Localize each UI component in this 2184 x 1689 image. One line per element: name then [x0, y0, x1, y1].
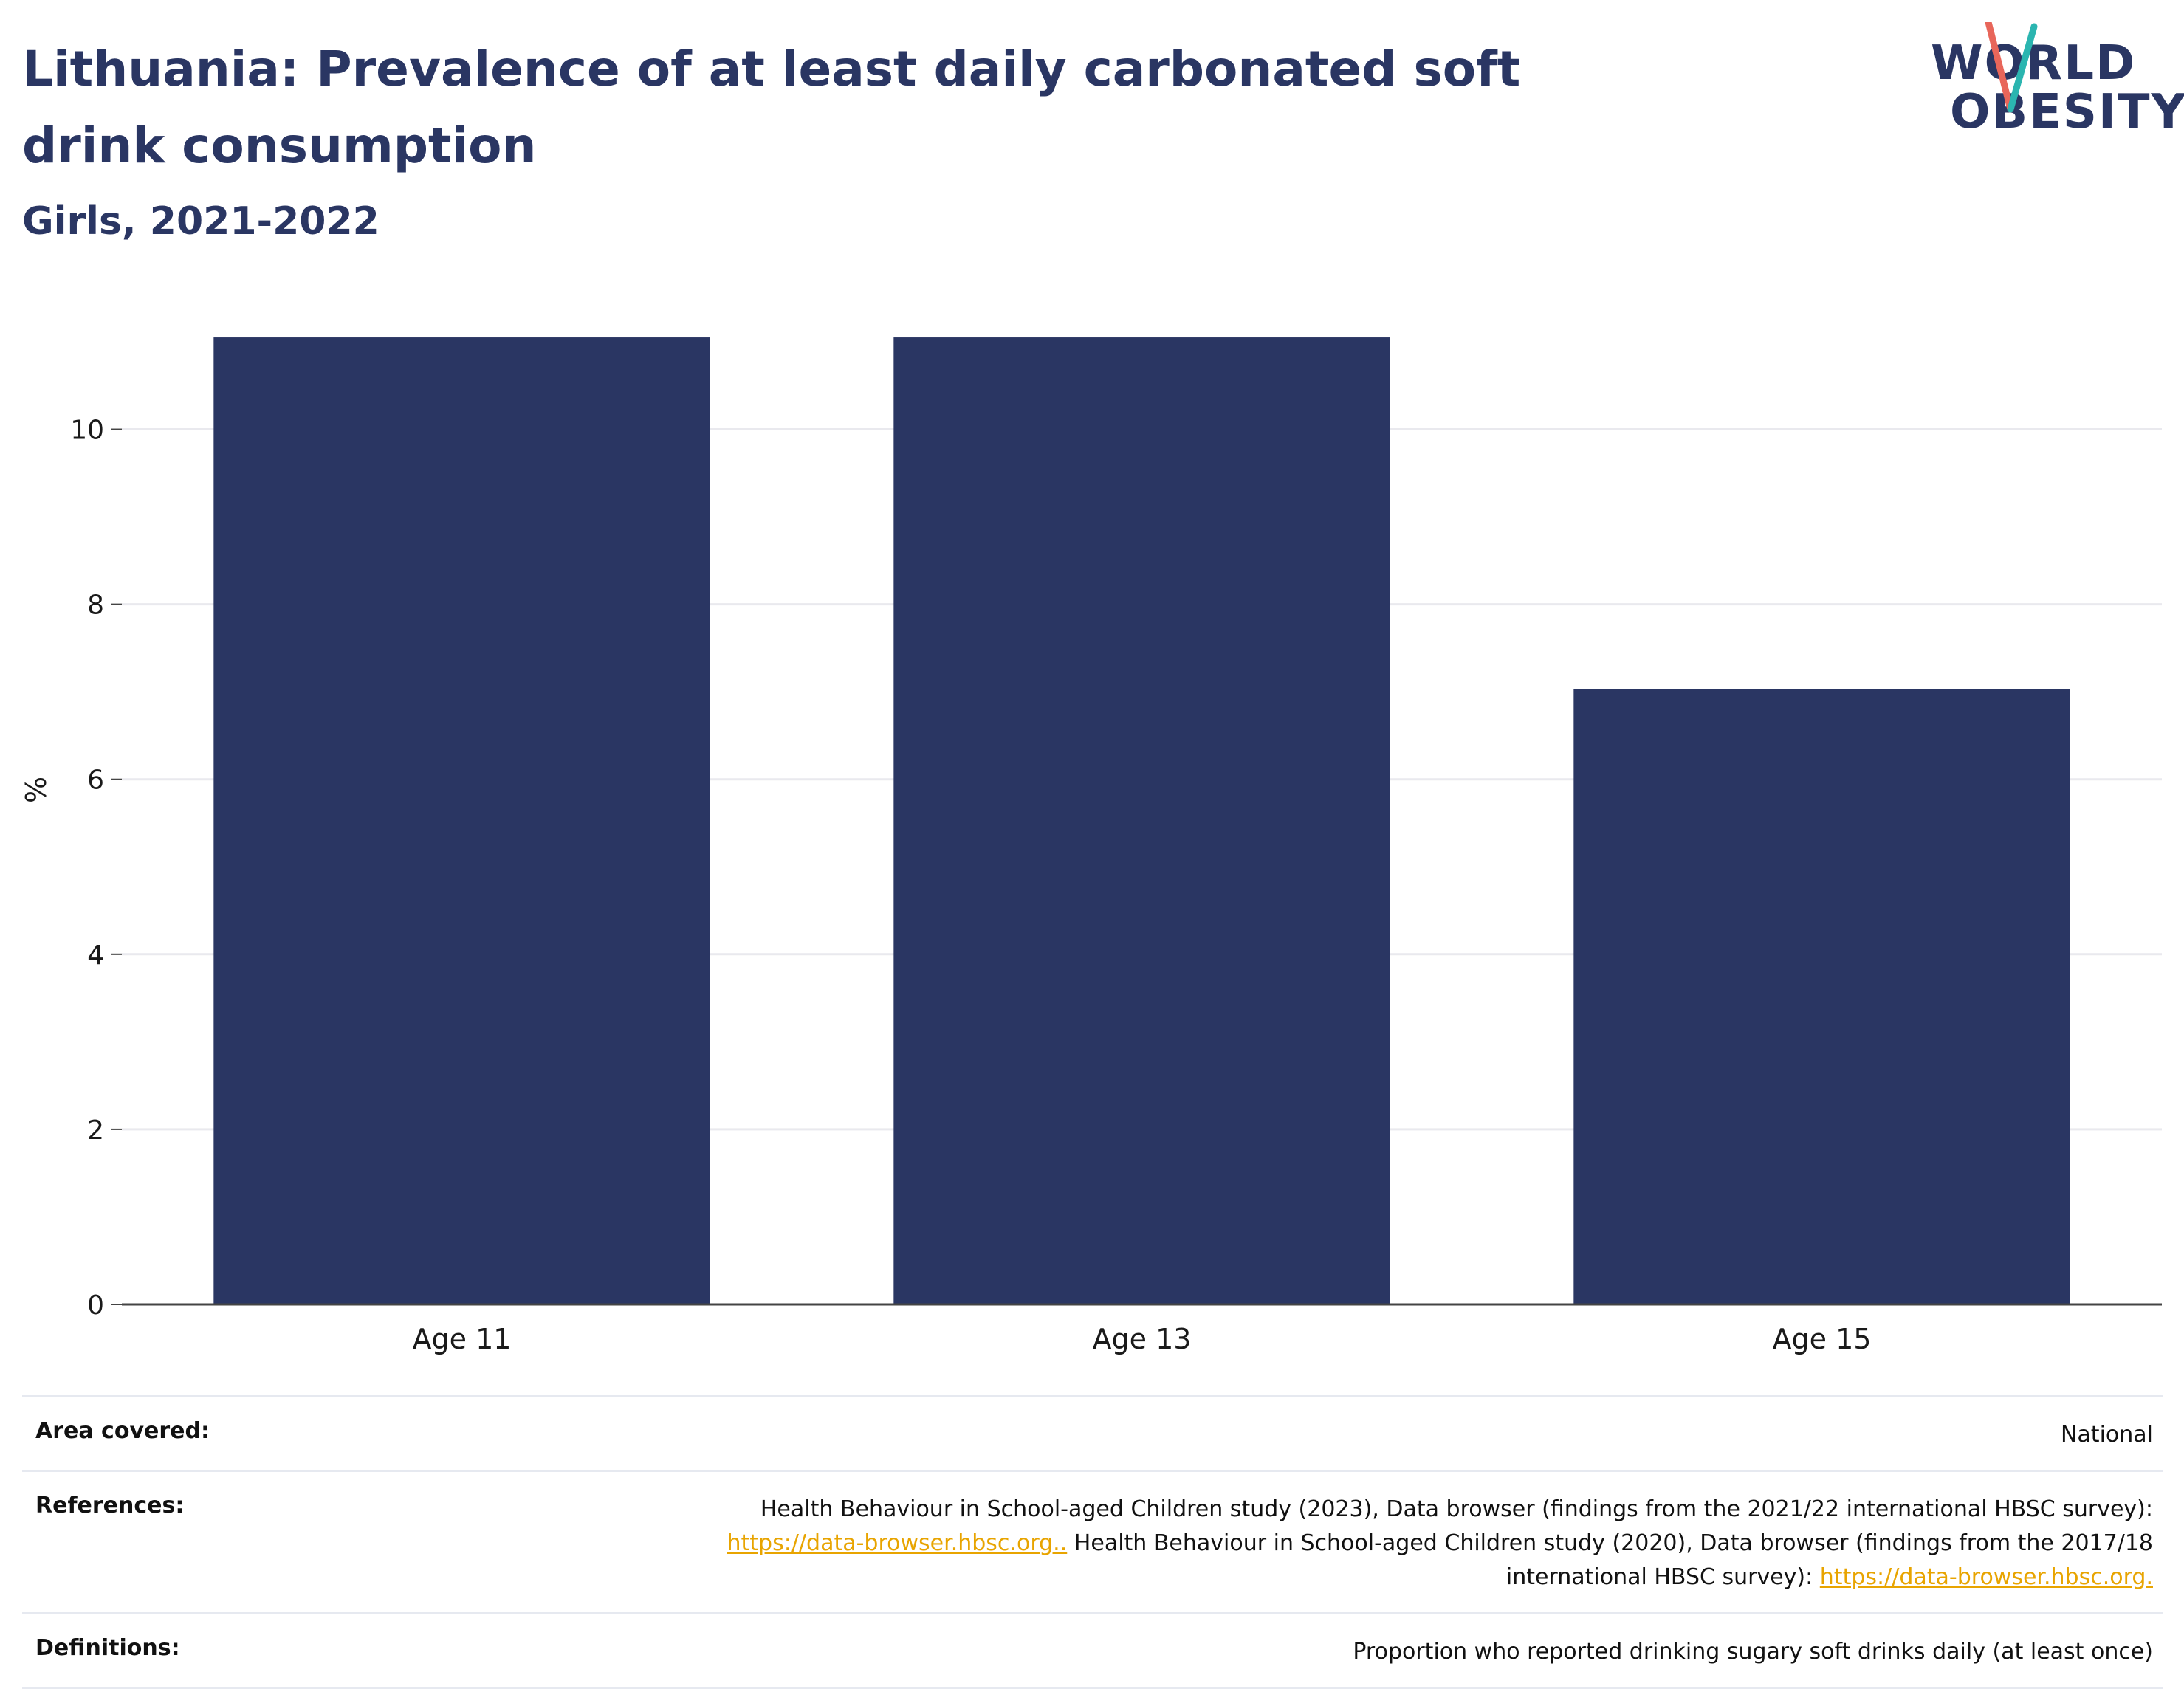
reference-text-1: Health Behaviour in School-aged Children…	[760, 1496, 2153, 1522]
y-tick-label: 2	[87, 1115, 104, 1146]
chart-title: Lithuania: Prevalence of at least daily …	[22, 41, 1521, 174]
definitions-label: Definitions:	[35, 1635, 180, 1661]
axes: 0 2 4 6 8 10 Age 11 Age 13 Age 15	[70, 416, 2162, 1355]
chart-subtitle: Girls, 2021-2022	[22, 199, 380, 244]
y-tick-label: 6	[87, 766, 104, 796]
x-tick-label: Age 13	[1093, 1323, 1192, 1355]
reference-text-2: Health Behaviour in School-aged Children…	[1074, 1530, 2153, 1590]
x-tick-label: Age 15	[1773, 1323, 1872, 1355]
bar	[213, 337, 710, 1304]
references-label: References:	[35, 1493, 185, 1518]
logo-text-obesity: OBESITY	[1950, 85, 2184, 140]
y-tick-label: 4	[87, 940, 104, 971]
area-label: Area covered:	[35, 1418, 210, 1444]
bar-chart: 0 2 4 6 8 10 Age 11 Age 13 Age 15 %	[20, 337, 2162, 1355]
footer-row-definitions: Definitions: Proportion who reported dri…	[22, 1612, 2163, 1689]
bars	[213, 337, 2070, 1304]
reference-link-2[interactable]: https://data-browser.hbsc.org.	[1819, 1564, 2153, 1590]
reference-link-1[interactable]: https://data-browser.hbsc.org..	[727, 1530, 1068, 1556]
y-tick-label: 0	[87, 1290, 104, 1321]
definitions-value: Proportion who reported drinking sugary …	[1353, 1639, 2153, 1665]
y-axis-label: %	[20, 777, 52, 803]
y-tick-label: 10	[70, 416, 104, 446]
footer-row-area: Area covered: National	[22, 1395, 2163, 1470]
chart-footer: Area covered: National References: Healt…	[22, 1395, 2163, 1689]
bar	[893, 337, 1390, 1304]
footer-row-references: References: Health Behaviour in School-a…	[22, 1470, 2163, 1612]
logo-text-world: WORLD	[1931, 36, 2137, 91]
bar	[1573, 689, 2070, 1304]
area-value: National	[2060, 1422, 2153, 1448]
references-value: Health Behaviour in School-aged Children…	[639, 1493, 2154, 1595]
x-tick-label: Age 11	[413, 1323, 512, 1355]
logo-slash-icon	[1985, 22, 2038, 113]
y-tick-label: 8	[87, 591, 104, 621]
world-obesity-logo: WORLD OBESITY	[1923, 22, 2184, 155]
